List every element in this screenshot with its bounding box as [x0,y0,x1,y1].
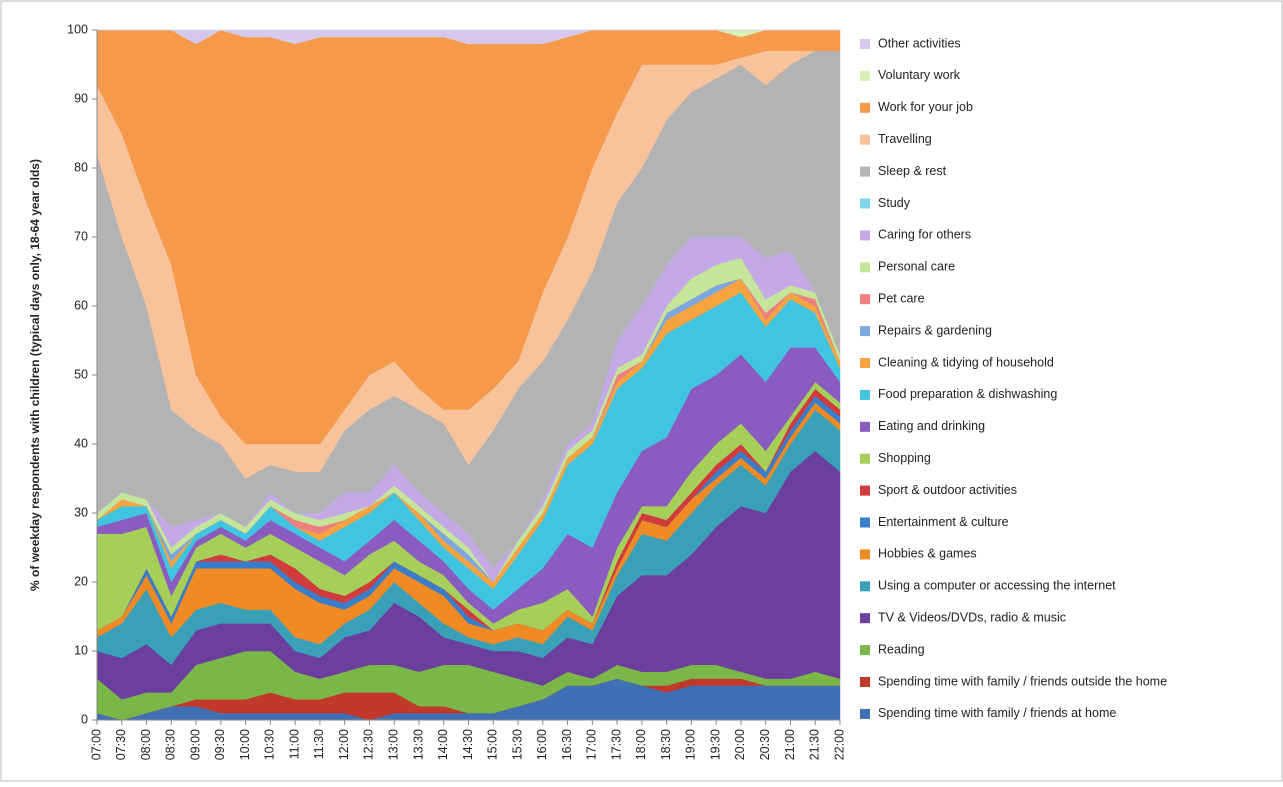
legend-swatch [860,549,870,560]
x-tick-label: 19:30 [708,729,722,760]
x-tick-label: 09:00 [188,729,202,760]
legend-swatch [860,517,870,528]
legend-label: Study [878,196,911,210]
x-tick-label: 08:00 [139,729,153,760]
legend-label: Cleaning & tidying of household [878,355,1054,369]
legend-swatch [860,485,870,496]
y-tick-label: 100 [67,22,88,36]
legend-swatch [860,389,870,400]
legend-swatch [860,645,870,656]
x-tick-label: 17:00 [585,729,599,760]
legend-swatch [860,326,870,337]
legend-swatch [860,421,870,432]
legend-label: Travelling [878,132,932,146]
legend-label: Hobbies & games [878,547,977,561]
x-tick-label: 19:00 [684,729,698,760]
area [97,29,840,45]
y-tick-label: 80 [74,160,88,174]
legend-swatch [860,453,870,464]
y-tick-label: 30 [74,505,88,519]
legend-label: Sleep & rest [878,164,947,178]
x-tick-label: 10:30 [263,729,277,760]
x-tick-label: 20:00 [733,729,747,760]
x-tick-label: 13:00 [386,729,400,760]
x-tick-label: 07:30 [114,729,128,760]
x-tick-label: 10:00 [238,729,252,760]
legend-label: Personal care [878,260,955,274]
legend-swatch [860,70,870,81]
legend-label: Other activities [878,36,961,50]
x-tick-label: 18:30 [659,729,673,760]
x-tick-label: 14:30 [461,729,475,760]
legend-label: Sport & outdoor activities [878,483,1017,497]
legend-label: Using a computer or accessing the intern… [878,579,1116,593]
legend-swatch [860,613,870,624]
legend-swatch [860,294,870,305]
x-tick-label: 15:00 [486,729,500,760]
x-tick-label: 15:30 [510,729,524,760]
legend-label: Spending time with family / friends at h… [878,706,1116,720]
legend-swatch [860,198,870,209]
legend-label: Voluntary work [878,68,961,82]
x-tick-label: 12:30 [362,729,376,760]
legend-swatch [860,708,870,719]
legend-swatch [860,134,870,145]
legend-swatch [860,166,870,177]
legend-swatch [860,677,870,687]
x-tick-label: 12:00 [337,729,351,760]
x-tick-label: 11:00 [287,729,301,759]
legend-label: Entertainment & culture [878,515,1009,529]
y-axis-label: % of weekday respondents with children (… [28,159,42,591]
y-tick-label: 20 [74,574,88,588]
x-tick-label: 20:30 [758,729,772,760]
x-tick-label: 11:30 [312,729,326,759]
legend-label: TV & Videos/DVDs, radio & music [878,610,1066,624]
y-tick-label: 70 [74,229,88,243]
x-tick-label: 22:00 [832,729,846,760]
x-tick-label: 07:00 [89,729,103,760]
legend-label: Food preparation & dishwashing [878,387,1057,401]
x-tick-label: 08:30 [164,729,178,760]
x-tick-label: 16:30 [560,729,574,760]
legend-label: Repairs & gardening [878,323,992,337]
legend-swatch [860,230,870,241]
x-tick-label: 16:00 [535,729,549,760]
legend-swatch [860,262,870,273]
legend-label: Shopping [878,451,931,465]
legend-label: Pet care [878,291,925,305]
legend-swatch [860,581,870,592]
y-tick-label: 90 [74,91,88,105]
y-tick-label: 50 [74,367,88,381]
legend-swatch [860,102,870,113]
legend-label: Reading [878,642,925,656]
legend-label: Eating and drinking [878,419,985,433]
legend-swatch [860,39,870,49]
legend-label: Caring for others [878,228,971,242]
legend-label: Spending time with family / friends outs… [878,674,1167,688]
x-tick-label: 21:30 [808,729,822,760]
y-tick-label: 10 [74,643,88,657]
legend-swatch [860,358,870,368]
x-tick-label: 21:00 [783,729,797,760]
y-tick-label: 0 [81,712,88,726]
x-tick-label: 14:00 [436,729,450,760]
x-tick-label: 18:00 [634,729,648,760]
legend-label: Work for your job [878,100,973,114]
y-tick-label: 60 [74,298,88,312]
x-tick-label: 17:30 [609,729,623,760]
y-tick-label: 40 [74,436,88,450]
x-tick-label: 13:30 [411,729,425,760]
x-tick-label: 09:30 [213,729,227,760]
